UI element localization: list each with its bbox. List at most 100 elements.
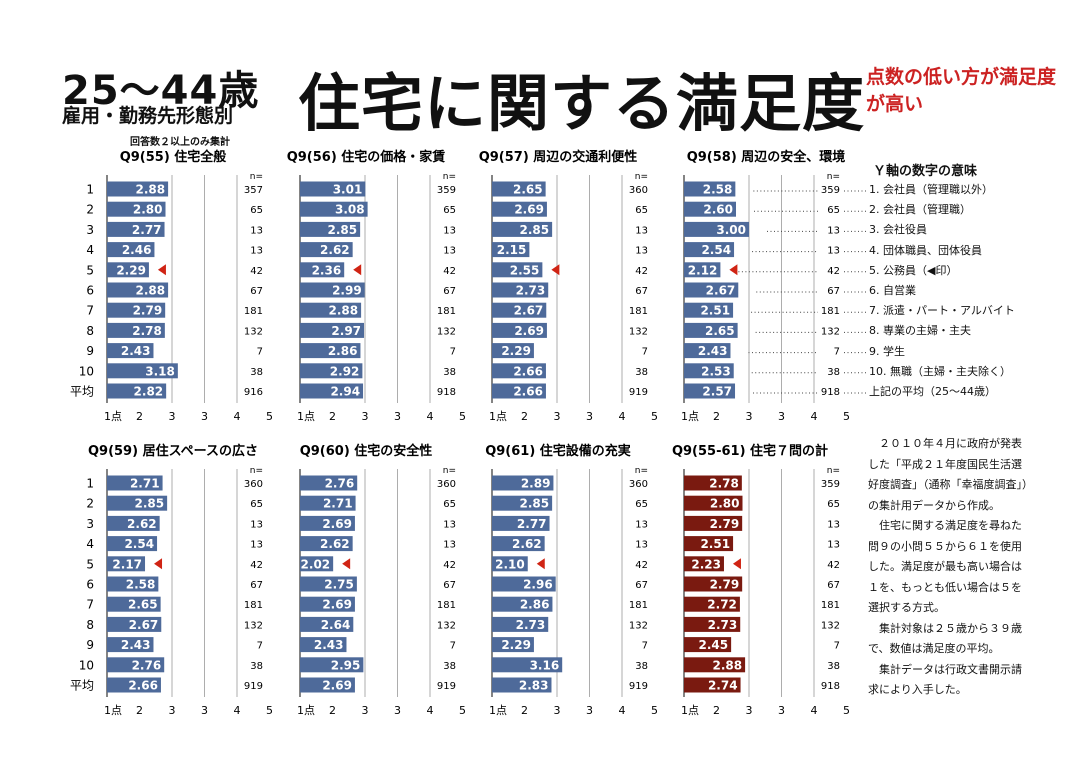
bar (107, 536, 158, 552)
n-value: 65 (443, 499, 456, 510)
bar-value-label: 2.77 (517, 517, 547, 531)
n-value: 360 (437, 479, 456, 490)
bar (492, 495, 553, 511)
bar-value-label: 2.69 (514, 324, 544, 338)
bar (107, 181, 169, 197)
bar-value-label: 2.54 (124, 537, 154, 551)
bar-value-label: 2.76 (325, 477, 355, 491)
n-value: 67 (250, 286, 263, 297)
employment-subtitle: 雇用・勤務先形態別 (62, 105, 234, 127)
n-value: 919 (629, 387, 648, 398)
category-label: 4 (86, 243, 94, 257)
y-legend-item: 3. 会社役員 (869, 223, 927, 237)
bar-value-label: 2.72 (707, 598, 737, 612)
y-legend-item: 8. 専業の主婦・主夫 (869, 324, 971, 338)
bar (300, 322, 365, 338)
n-value: 65 (443, 205, 456, 216)
bar-value-label: 2.85 (520, 223, 550, 237)
bar (684, 657, 746, 673)
bar-value-label: 2.29 (501, 344, 531, 358)
bar (107, 475, 163, 491)
bar-value-label: 2.17 (112, 557, 142, 571)
bar-value-label: 2.95 (331, 658, 361, 672)
n-value: 38 (443, 661, 456, 672)
n-value: 7 (834, 641, 840, 652)
x-tick-label: 3 (778, 704, 785, 717)
x-tick-label: 5 (459, 704, 466, 717)
bar-value-label: 2.66 (513, 385, 543, 399)
bar-value-label: 2.58 (126, 578, 156, 592)
n-value: 918 (821, 681, 840, 692)
n-value: 13 (443, 540, 456, 551)
category-label: 7 (86, 304, 94, 318)
bar-value-label: 2.29 (501, 638, 531, 652)
bar (300, 576, 357, 592)
bar-value-label: 2.62 (512, 537, 542, 551)
x-tick-label: 2 (521, 410, 528, 423)
x-tick-label: 4 (619, 704, 626, 717)
n-header: n= (827, 466, 840, 476)
x-tick-label: 5 (843, 410, 850, 423)
n-value: 67 (827, 286, 840, 297)
n-value: 132 (821, 326, 840, 337)
y-legend-item: 1. 会社員（管理職以外） (869, 183, 993, 196)
bar (492, 262, 543, 278)
x-tick-label: 4 (619, 410, 626, 423)
category-label: 4 (86, 537, 94, 551)
bar (492, 201, 547, 217)
n-value: 7 (450, 641, 456, 652)
bar (300, 302, 362, 318)
n-value: 132 (244, 620, 263, 631)
n-value: 67 (250, 580, 263, 591)
n-value: 42 (635, 560, 648, 571)
y-legend-item: 6. 自営業 (869, 284, 916, 297)
bar-value-label: 2.36 (312, 263, 342, 277)
bar (492, 302, 547, 318)
n-value: 181 (629, 306, 648, 317)
category-label: 10 (79, 658, 94, 672)
bar-value-label: 2.76 (132, 658, 162, 672)
bar (684, 221, 749, 237)
n-value: 181 (244, 306, 263, 317)
n-value: 181 (244, 600, 263, 611)
x-tick-label: 3 (362, 410, 369, 423)
bar-value-label: 2.80 (133, 203, 163, 217)
bar-value-label: 2.65 (513, 183, 543, 197)
n-value: 42 (443, 560, 456, 571)
x-tick-label: 3 (554, 410, 561, 423)
bar (492, 343, 534, 359)
bar-value-label: 2.29 (116, 263, 146, 277)
x-tick-label: 5 (651, 704, 658, 717)
n-value: 13 (827, 246, 840, 257)
bar (107, 383, 167, 399)
x-tick-label: 5 (651, 410, 658, 423)
n-value: 359 (821, 185, 840, 196)
bar (684, 242, 735, 258)
category-label: 8 (86, 618, 94, 632)
y-legend-item: 9. 学生 (869, 344, 905, 358)
n-header: n= (443, 466, 456, 476)
bar (492, 576, 556, 592)
category-label: 3 (86, 223, 94, 237)
x-tick-label: 3 (394, 410, 401, 423)
bar (492, 677, 552, 693)
category-label: 10 (79, 364, 94, 378)
n-value: 132 (437, 620, 456, 631)
bar-value-label: 2.43 (121, 638, 151, 652)
category-label: 1 (86, 477, 94, 491)
n-value: 38 (827, 367, 840, 378)
bar-value-label: 2.12 (688, 263, 718, 277)
bar (492, 596, 553, 612)
bar (684, 201, 736, 217)
x-tick-label: 1点 (681, 704, 699, 717)
description-paragraph: 集計対象は２５歳から３９歳で、数値は満足度の平均。 (868, 621, 1022, 656)
n-value: 132 (244, 326, 263, 337)
bar-value-label: 2.78 (709, 477, 739, 491)
n-value: 181 (629, 600, 648, 611)
bar (684, 677, 741, 693)
description-paragraph: ２０１０年４月に政府が発表した「平成２１年度国民生活選好度調査」（通称「幸福度調… (868, 437, 1028, 512)
bar-value-label: 2.88 (712, 658, 742, 672)
x-tick-label: 2 (713, 410, 720, 423)
x-tick-label: 2 (329, 410, 336, 423)
